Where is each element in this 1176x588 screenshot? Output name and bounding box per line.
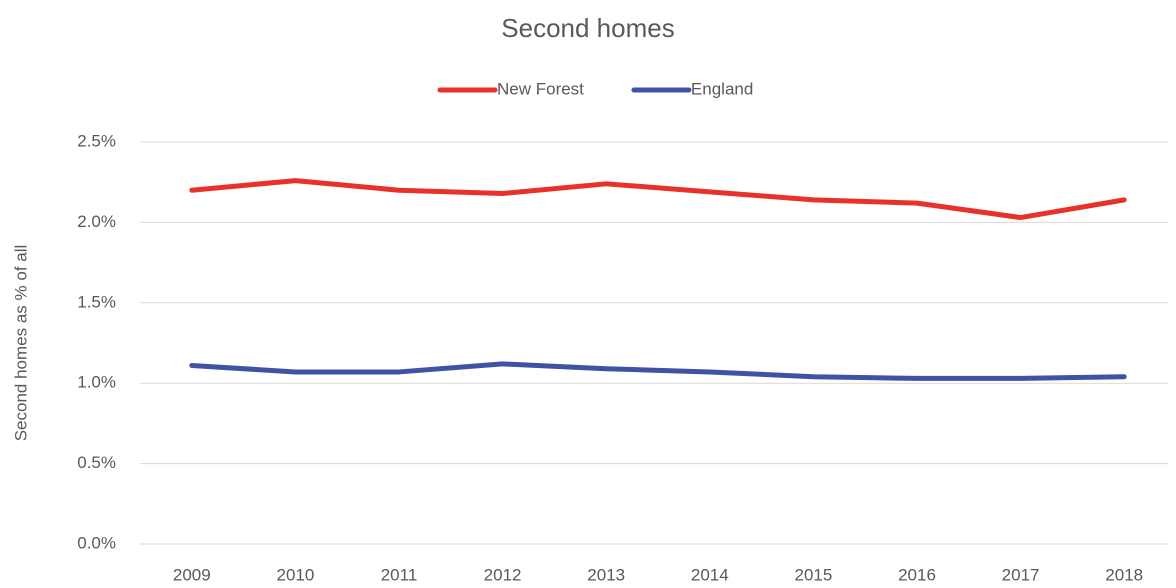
x-tick-label: 2016	[898, 565, 936, 584]
chart-title: Second homes	[501, 13, 674, 43]
x-tick-label: 2009	[173, 565, 211, 584]
x-tick-label: 2012	[484, 565, 522, 584]
y-tick-label: 2.5%	[77, 131, 116, 150]
x-tick-label: 2014	[691, 565, 729, 584]
line-series	[189, 178, 1127, 221]
x-tick-label: 2017	[1002, 565, 1040, 584]
line-series	[189, 361, 1127, 381]
x-tick-label: 2011	[381, 565, 418, 584]
legend-label: New Forest	[497, 79, 584, 98]
x-tick-label: 2010	[276, 565, 314, 584]
y-axis-label: Second homes as % of all	[11, 245, 30, 442]
x-tick-label: 2018	[1105, 565, 1143, 584]
legend-label: England	[691, 79, 753, 98]
x-tick-label: 2015	[794, 565, 832, 584]
y-tick-label: 0.5%	[77, 453, 116, 472]
x-tick-label: 2013	[587, 565, 625, 584]
y-tick-label: 1.0%	[77, 373, 116, 392]
y-tick-label: 2.0%	[77, 212, 116, 231]
y-tick-label: 1.5%	[77, 292, 116, 311]
y-tick-label: 0.0%	[77, 533, 116, 552]
